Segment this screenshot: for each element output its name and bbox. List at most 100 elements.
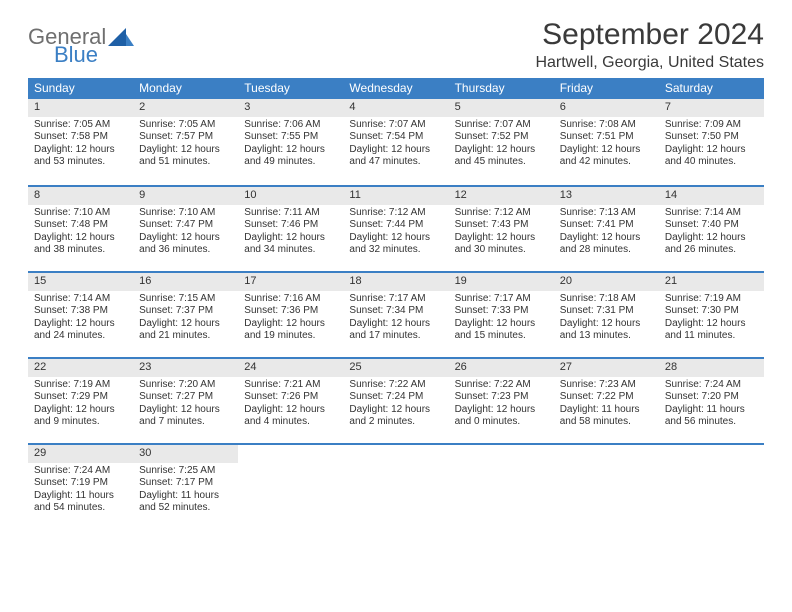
day-sunset: Sunset: 7:29 PM — [34, 391, 127, 404]
day-number: 18 — [343, 273, 448, 291]
day-number: 11 — [343, 187, 448, 205]
calendar-day-26: 26Sunrise: 7:22 AMSunset: 7:23 PMDayligh… — [449, 357, 554, 443]
day-sunset: Sunset: 7:46 PM — [244, 219, 337, 232]
day-number: 22 — [28, 359, 133, 377]
day-day2: and 54 minutes. — [34, 502, 127, 515]
day-info: Sunrise: 7:19 AMSunset: 7:29 PMDaylight:… — [28, 377, 133, 433]
day-day1: Daylight: 12 hours — [455, 404, 548, 417]
day-number: 4 — [343, 99, 448, 117]
day-day1: Daylight: 11 hours — [139, 490, 232, 503]
day-day2: and 13 minutes. — [560, 330, 653, 343]
calendar-day-17: 17Sunrise: 7:16 AMSunset: 7:36 PMDayligh… — [238, 271, 343, 357]
day-sunset: Sunset: 7:20 PM — [665, 391, 758, 404]
day-info: Sunrise: 7:21 AMSunset: 7:26 PMDaylight:… — [238, 377, 343, 433]
day-day1: Daylight: 12 hours — [244, 144, 337, 157]
day-day1: Daylight: 12 hours — [665, 232, 758, 245]
day-sunrise: Sunrise: 7:16 AM — [244, 293, 337, 306]
day-number: 17 — [238, 273, 343, 291]
day-sunrise: Sunrise: 7:17 AM — [349, 293, 442, 306]
day-day2: and 34 minutes. — [244, 244, 337, 257]
day-number: 15 — [28, 273, 133, 291]
calendar-day-1: 1Sunrise: 7:05 AMSunset: 7:58 PMDaylight… — [28, 99, 133, 185]
day-day2: and 7 minutes. — [139, 416, 232, 429]
day-sunset: Sunset: 7:48 PM — [34, 219, 127, 232]
day-day1: Daylight: 12 hours — [34, 144, 127, 157]
day-sunrise: Sunrise: 7:05 AM — [139, 119, 232, 132]
calendar-empty-cell — [659, 443, 764, 529]
calendar-day-7: 7Sunrise: 7:09 AMSunset: 7:50 PMDaylight… — [659, 99, 764, 185]
day-day2: and 47 minutes. — [349, 156, 442, 169]
day-number: 16 — [133, 273, 238, 291]
day-sunset: Sunset: 7:37 PM — [139, 305, 232, 318]
calendar-weekday-header: Sunday Monday Tuesday Wednesday Thursday… — [28, 78, 764, 99]
day-number: 7 — [659, 99, 764, 117]
calendar-day-4: 4Sunrise: 7:07 AMSunset: 7:54 PMDaylight… — [343, 99, 448, 185]
day-number: 14 — [659, 187, 764, 205]
weekday-saturday: Saturday — [659, 78, 764, 99]
calendar-day-20: 20Sunrise: 7:18 AMSunset: 7:31 PMDayligh… — [554, 271, 659, 357]
day-sunrise: Sunrise: 7:05 AM — [34, 119, 127, 132]
calendar-day-23: 23Sunrise: 7:20 AMSunset: 7:27 PMDayligh… — [133, 357, 238, 443]
day-day1: Daylight: 12 hours — [139, 404, 232, 417]
day-day1: Daylight: 12 hours — [560, 318, 653, 331]
day-day2: and 56 minutes. — [665, 416, 758, 429]
day-day2: and 38 minutes. — [34, 244, 127, 257]
day-info: Sunrise: 7:18 AMSunset: 7:31 PMDaylight:… — [554, 291, 659, 347]
logo-word-blue: Blue — [54, 44, 98, 66]
calendar-day-3: 3Sunrise: 7:06 AMSunset: 7:55 PMDaylight… — [238, 99, 343, 185]
title-block: September 2024 Hartwell, Georgia, United… — [535, 18, 764, 72]
day-day2: and 45 minutes. — [455, 156, 548, 169]
day-sunset: Sunset: 7:30 PM — [665, 305, 758, 318]
day-day2: and 11 minutes. — [665, 330, 758, 343]
day-sunrise: Sunrise: 7:12 AM — [349, 207, 442, 220]
day-sunrise: Sunrise: 7:07 AM — [349, 119, 442, 132]
day-info: Sunrise: 7:24 AMSunset: 7:19 PMDaylight:… — [28, 463, 133, 519]
day-info: Sunrise: 7:22 AMSunset: 7:24 PMDaylight:… — [343, 377, 448, 433]
day-number: 5 — [449, 99, 554, 117]
day-number: 13 — [554, 187, 659, 205]
day-day1: Daylight: 12 hours — [34, 232, 127, 245]
day-sunrise: Sunrise: 7:19 AM — [34, 379, 127, 392]
page-title: September 2024 — [535, 18, 764, 52]
day-day2: and 24 minutes. — [34, 330, 127, 343]
day-sunset: Sunset: 7:54 PM — [349, 131, 442, 144]
day-sunrise: Sunrise: 7:13 AM — [560, 207, 653, 220]
day-sunset: Sunset: 7:31 PM — [560, 305, 653, 318]
day-info: Sunrise: 7:13 AMSunset: 7:41 PMDaylight:… — [554, 205, 659, 261]
day-number: 29 — [28, 445, 133, 463]
day-sunrise: Sunrise: 7:22 AM — [349, 379, 442, 392]
weekday-thursday: Thursday — [449, 78, 554, 99]
header: General Blue September 2024 Hartwell, Ge… — [28, 18, 764, 72]
calendar-day-10: 10Sunrise: 7:11 AMSunset: 7:46 PMDayligh… — [238, 185, 343, 271]
day-sunrise: Sunrise: 7:24 AM — [665, 379, 758, 392]
day-day1: Daylight: 12 hours — [244, 404, 337, 417]
weekday-wednesday: Wednesday — [343, 78, 448, 99]
weekday-friday: Friday — [554, 78, 659, 99]
day-day2: and 15 minutes. — [455, 330, 548, 343]
day-number: 3 — [238, 99, 343, 117]
day-sunset: Sunset: 7:47 PM — [139, 219, 232, 232]
calendar-empty-cell — [554, 443, 659, 529]
day-sunrise: Sunrise: 7:25 AM — [139, 465, 232, 478]
day-sunset: Sunset: 7:55 PM — [244, 131, 337, 144]
day-sunset: Sunset: 7:41 PM — [560, 219, 653, 232]
day-info: Sunrise: 7:10 AMSunset: 7:47 PMDaylight:… — [133, 205, 238, 261]
day-sunset: Sunset: 7:24 PM — [349, 391, 442, 404]
day-day1: Daylight: 12 hours — [455, 232, 548, 245]
day-day1: Daylight: 11 hours — [34, 490, 127, 503]
day-sunrise: Sunrise: 7:19 AM — [665, 293, 758, 306]
day-sunrise: Sunrise: 7:21 AM — [244, 379, 337, 392]
day-info: Sunrise: 7:11 AMSunset: 7:46 PMDaylight:… — [238, 205, 343, 261]
calendar: Sunday Monday Tuesday Wednesday Thursday… — [28, 78, 764, 529]
day-day1: Daylight: 12 hours — [244, 318, 337, 331]
calendar-day-19: 19Sunrise: 7:17 AMSunset: 7:33 PMDayligh… — [449, 271, 554, 357]
day-day2: and 19 minutes. — [244, 330, 337, 343]
day-day2: and 40 minutes. — [665, 156, 758, 169]
day-number: 19 — [449, 273, 554, 291]
day-info: Sunrise: 7:16 AMSunset: 7:36 PMDaylight:… — [238, 291, 343, 347]
day-day1: Daylight: 12 hours — [34, 318, 127, 331]
calendar-day-24: 24Sunrise: 7:21 AMSunset: 7:26 PMDayligh… — [238, 357, 343, 443]
day-day2: and 30 minutes. — [455, 244, 548, 257]
day-day2: and 36 minutes. — [139, 244, 232, 257]
day-info: Sunrise: 7:07 AMSunset: 7:52 PMDaylight:… — [449, 117, 554, 173]
